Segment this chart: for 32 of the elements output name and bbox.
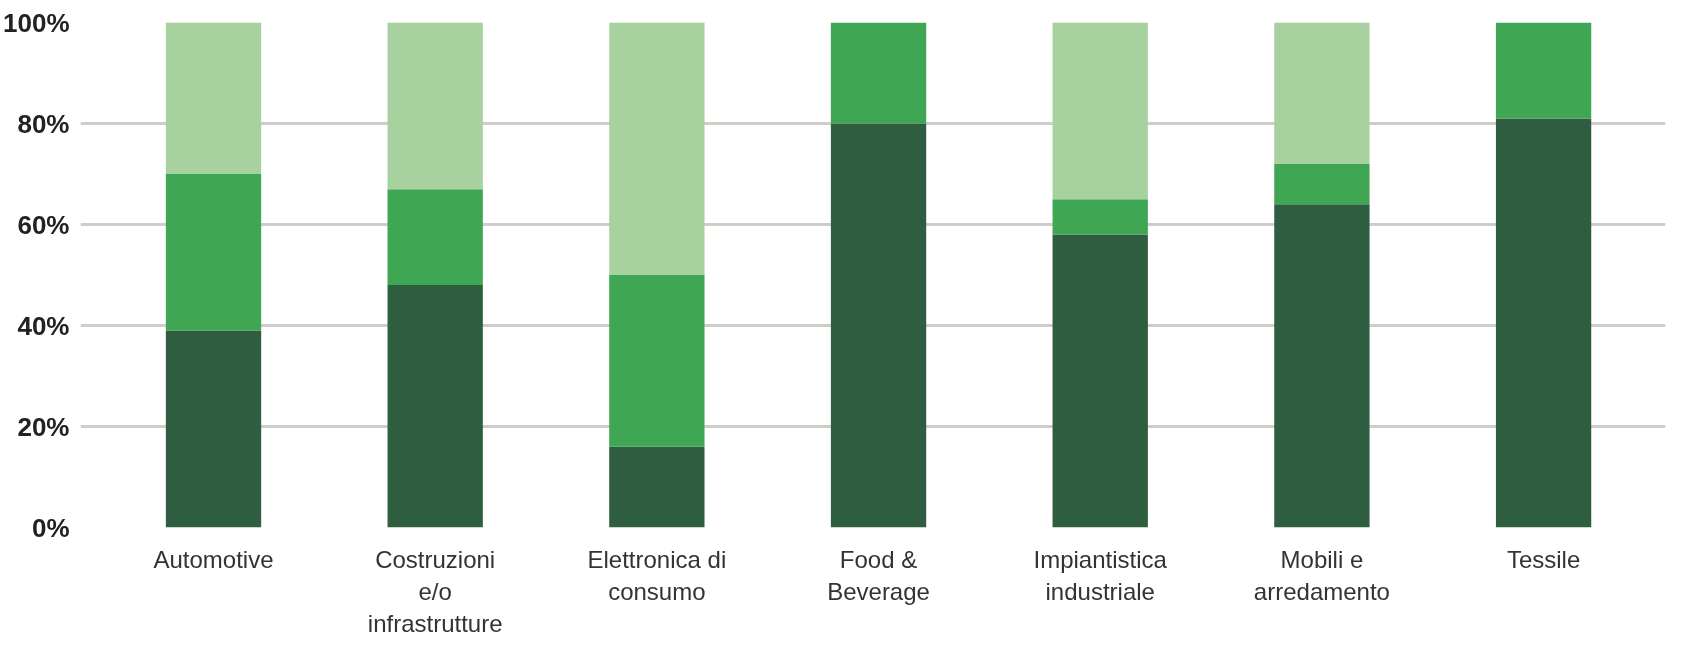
y-tick-label: 100% [3,7,70,38]
bar [1052,234,1148,528]
bar [387,189,483,286]
bar [609,22,705,275]
bar [387,285,483,528]
x-tick-label: Tessile [1506,545,1581,573]
y-tick-label: 0% [31,512,70,543]
bar [165,330,262,528]
x-tick-label: Costruzioni e/o infrastrutture [367,545,503,638]
x-tick-label: Food & Beverage [827,545,930,605]
bar [1495,22,1592,119]
bar [165,174,262,331]
y-tick-label: 80% [17,108,70,139]
x-tick-label: Impiantistica industriale [1033,545,1168,605]
bar [609,446,705,528]
y-tick-label: 60% [17,209,70,240]
bar [1495,118,1592,528]
bar [609,275,705,447]
bar [1052,199,1148,235]
bar [387,22,483,190]
bar [165,22,262,174]
x-tick-label: Automotive [153,545,274,573]
bar [830,123,927,528]
bar [1052,22,1148,200]
bar [1274,22,1370,164]
x-tick-label: Elettronica di consumo [587,545,727,605]
bar [1274,204,1370,528]
y-tick-label: 40% [17,310,70,341]
x-tick-label: Mobili e arredamento [1253,545,1390,605]
bar [830,22,927,124]
bar [1274,163,1370,205]
y-tick-label: 20% [17,411,70,442]
